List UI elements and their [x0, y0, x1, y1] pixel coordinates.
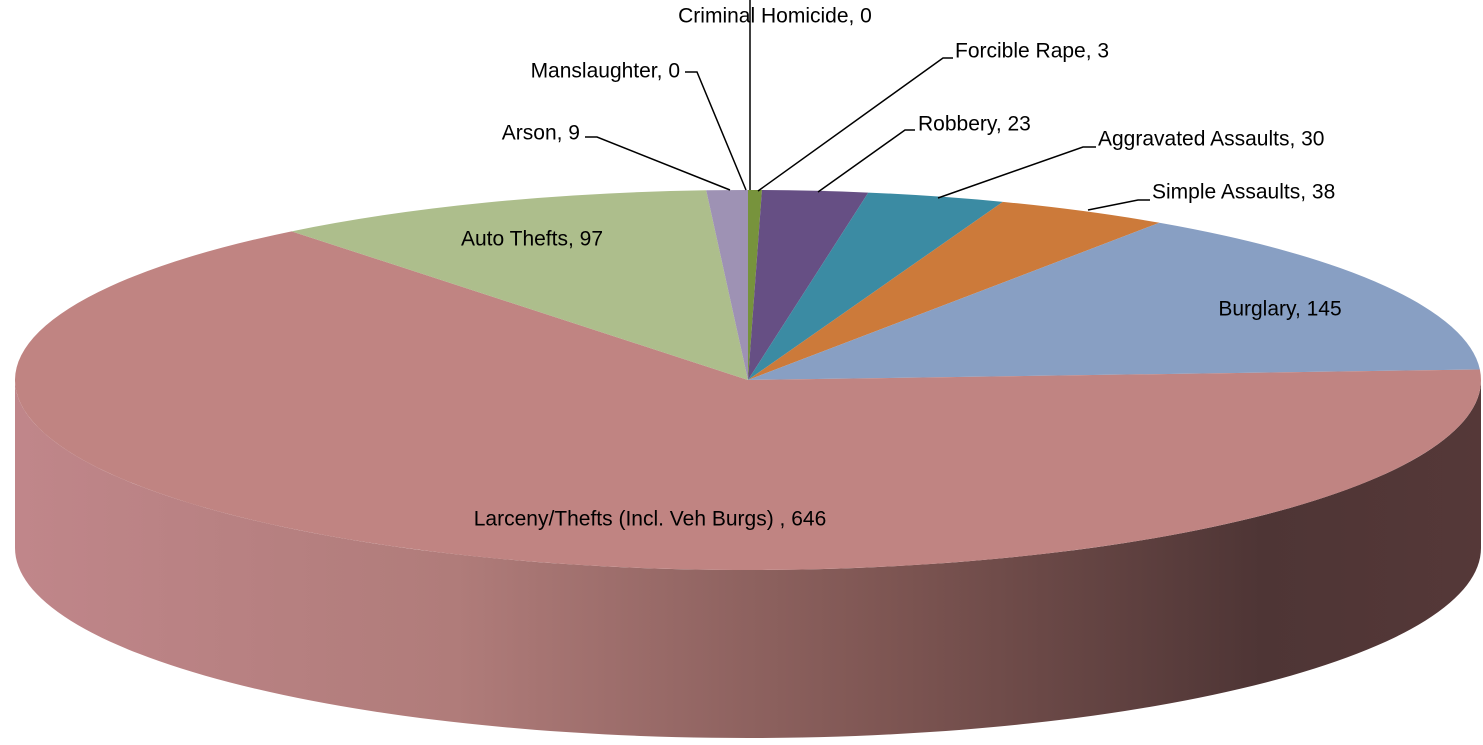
leader-line [817, 129, 915, 193]
data-label: Simple Assaults, 38 [1152, 181, 1335, 204]
leader-line [585, 136, 731, 191]
data-label: Burglary, 145 [1218, 298, 1341, 321]
data-label: Aggravated Assaults, 30 [1098, 128, 1324, 151]
data-label: Larceny/Thefts (Incl. Veh Burgs) , 646 [474, 508, 827, 531]
leader-line [685, 71, 747, 191]
data-label: Auto Thefts, 97 [461, 228, 603, 251]
leader-line [937, 146, 1096, 199]
slice [748, 190, 762, 380]
data-label: Forcible Rape, 3 [955, 40, 1109, 63]
slice [291, 190, 748, 380]
slice [748, 222, 1480, 380]
slice [15, 231, 1481, 570]
slice-side [15, 380, 1481, 738]
data-label: Arson, 9 [502, 122, 580, 145]
slice [748, 192, 1003, 380]
leader-line [757, 57, 953, 192]
slice [706, 190, 748, 380]
data-label: Manslaughter, 0 [531, 60, 680, 83]
slice [748, 190, 869, 380]
slice [748, 201, 1160, 380]
leader-line [1087, 199, 1150, 211]
data-label: Criminal Homicide, 0 [678, 5, 872, 28]
data-label: Robbery, 23 [918, 113, 1031, 136]
